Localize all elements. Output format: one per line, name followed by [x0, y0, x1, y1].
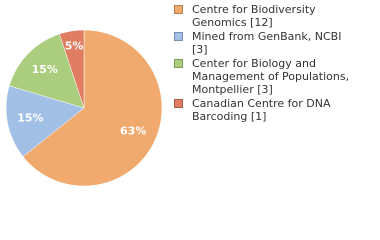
legend-item: Canadian Centre for DNA Barcoding [1]	[172, 97, 372, 123]
slice-label: 15%	[32, 63, 58, 76]
slice-label: 5%	[65, 39, 84, 52]
pie: 63% 15% 15% 5%	[5, 29, 163, 187]
legend-label: Mined from GenBank, NCBI [3]	[192, 30, 342, 56]
legend-label: Centre for Biodiversity Genomics [12]	[192, 3, 316, 29]
legend-item: Centre for Biodiversity Genomics [12]	[172, 3, 372, 29]
slice-label: 15%	[17, 111, 43, 124]
legend-label: Center for Biology and Management of Pop…	[192, 57, 350, 96]
legend: Centre for Biodiversity Genomics [12] Min…	[172, 3, 372, 124]
slice-label: 63%	[120, 125, 146, 138]
pie-slice	[22, 29, 163, 187]
legend-label: Canadian Centre for DNA Barcoding [1]	[192, 97, 331, 123]
legend-item: Mined from GenBank, NCBI [3]	[172, 30, 372, 56]
legend-swatch	[174, 32, 183, 41]
legend-swatch	[174, 5, 183, 14]
pie-slice	[5, 85, 85, 157]
legend-item: Center for Biology and Management of Pop…	[172, 57, 372, 96]
legend-swatch	[174, 99, 183, 108]
legend-swatch	[174, 59, 183, 68]
pie-slice	[59, 29, 85, 109]
